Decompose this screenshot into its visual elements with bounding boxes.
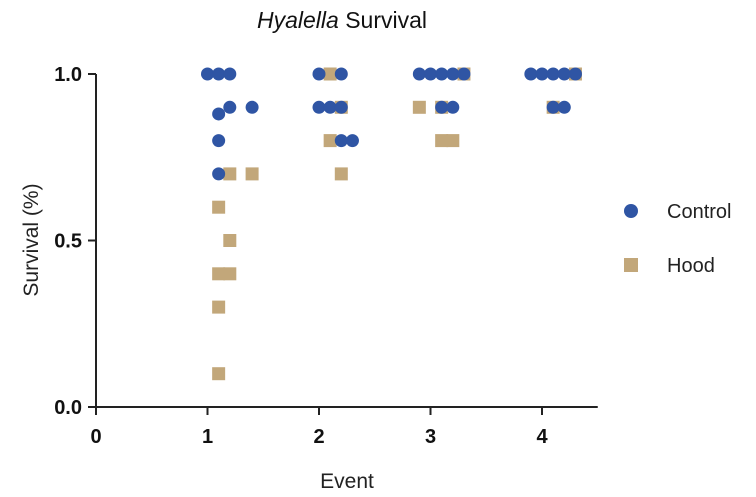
legend-hood-label: Hood [667,255,715,277]
control-point [334,67,348,81]
chart-title-rest: Survival [339,7,427,33]
control-point [201,67,214,81]
control-point [546,67,560,81]
control-point [524,67,538,81]
y-tick-label: 0.0 [54,397,82,419]
y-axis-label: Survival (%) [20,183,43,296]
control-point [323,100,337,114]
x-tick-label: 3 [425,426,436,448]
control-point [568,67,582,81]
control-point [212,107,226,121]
control-point [223,67,237,81]
hood-point [435,134,449,148]
control-point [435,67,449,81]
hood-point [223,234,237,247]
hood-point [323,134,337,148]
control-point [446,67,460,81]
control-point [546,100,560,114]
control-point [557,100,571,114]
chart-title: Hyalella Survival [257,7,427,33]
hood-point [323,67,337,81]
control-point [245,100,259,114]
axes [95,74,598,408]
x-tick-label: 2 [313,426,324,448]
hood-point [446,134,460,148]
hood-point [245,167,259,181]
control-point [412,67,426,81]
hood-point [334,167,348,181]
control-point [457,67,471,81]
hood-point [212,200,226,214]
hood-point [412,100,426,114]
legend: Control Hood [624,201,731,277]
control-point [312,100,326,114]
control-point [446,100,460,114]
legend-control-label: Control [667,201,731,223]
legend-control-marker [624,204,638,218]
chart-title-italic: Hyalella [257,7,339,33]
control-point [212,67,226,81]
hood-series [212,67,582,381]
y-tick-label: 1.0 [54,64,82,86]
control-point [424,67,437,81]
control-point [334,100,348,114]
control-point [212,167,226,181]
control-point [312,67,326,81]
control-series [201,67,582,181]
legend-hood-marker [624,258,638,272]
x-axis-label: Event [320,470,374,493]
hood-point [212,300,226,314]
hood-point [212,267,226,281]
control-point [535,67,549,81]
control-point [334,134,348,148]
x-tick-label: 1 [202,426,213,448]
hood-point [223,167,237,181]
x-tick-label: 4 [536,426,548,448]
hood-point [212,367,226,381]
hood-point [223,267,237,281]
control-point [435,100,449,114]
x-tick-label: 0 [90,426,101,448]
control-point [557,67,571,81]
control-point [345,134,359,148]
y-tick-label: 0.5 [54,231,82,253]
control-point [223,100,237,114]
control-point [212,134,226,148]
y-axis-ticks: 0.0 0.5 1.0 [54,64,96,419]
x-axis-ticks: 0 1 2 3 4 [90,407,548,448]
